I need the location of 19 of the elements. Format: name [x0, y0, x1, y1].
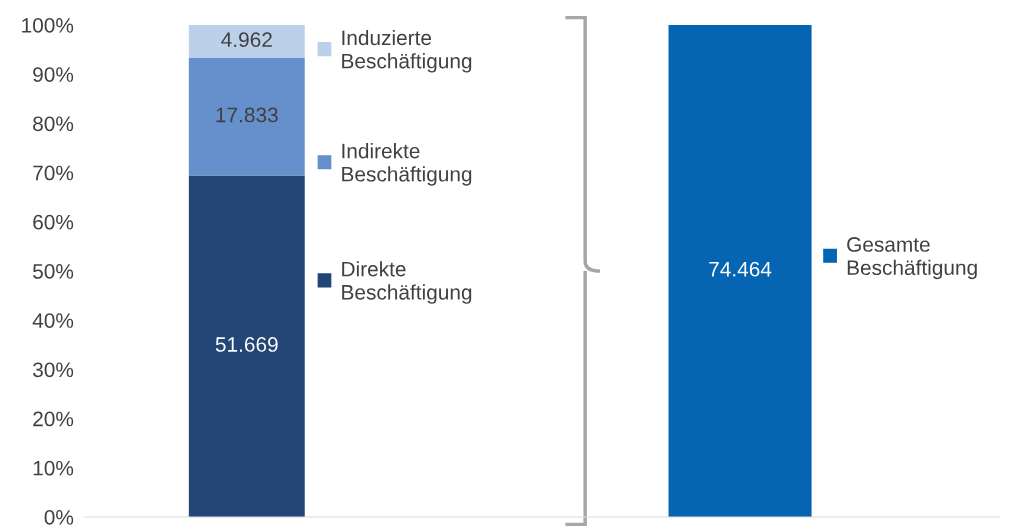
y-tick-label: 50% [33, 264, 74, 279]
y-tick-label: 80% [33, 116, 74, 132]
y-tick-label: 60% [33, 214, 74, 230]
y-tick-label: 20% [33, 411, 74, 427]
y-tick-label: 40% [32, 313, 74, 328]
annotation: 17.833 [216, 107, 278, 123]
y-tick-label: 30% [32, 362, 74, 378]
y-tick-label: 0% [44, 510, 74, 525]
legend-label: Gesamte Beschäftigung [847, 237, 977, 280]
y-tick-label: 10% [33, 460, 74, 476]
annotation: 74.464 [709, 261, 772, 277]
y-tick-label: 100% [22, 18, 74, 33]
y-tick-label: 70% [33, 165, 74, 181]
legend-label: Indirekte Beschäftigung [342, 143, 472, 186]
legend-label: Direkte Beschäftigung [342, 261, 472, 304]
legend-label: Induzierte Beschäftigung [342, 29, 472, 73]
annotation: 51.669 [215, 337, 278, 352]
y-tick-label: 90% [33, 67, 74, 82]
annotation: 4.962 [221, 32, 272, 48]
